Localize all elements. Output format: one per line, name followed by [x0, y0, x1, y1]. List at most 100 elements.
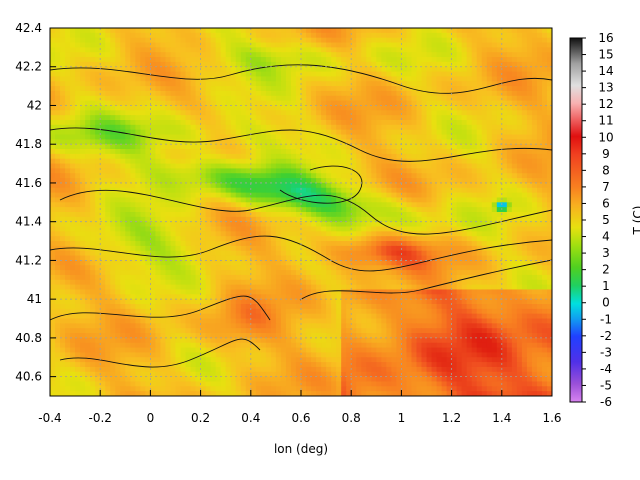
heatmap-cell: [376, 207, 382, 213]
heatmap-cell: [396, 134, 402, 140]
heatmap-cell: [170, 187, 177, 194]
heatmap-cell: [240, 100, 247, 107]
heatmap-cell: [406, 221, 413, 228]
heatmap-cell: [316, 182, 322, 189]
heatmap-cell: [516, 81, 523, 87]
heatmap-cell: [50, 202, 56, 208]
heatmap-cell: [55, 163, 61, 170]
heatmap-cell: [210, 192, 217, 199]
heatmap-cell: [170, 95, 177, 102]
heatmap-cell: [436, 144, 443, 150]
heatmap-cell: [466, 115, 473, 121]
heatmap-cell: [436, 236, 443, 242]
heatmap-cell: [210, 260, 217, 266]
heatmap-cell: [441, 120, 448, 126]
heatmap-cell: [546, 182, 552, 189]
heatmap-cell: [170, 149, 177, 155]
heatmap-cell: [190, 124, 197, 131]
heatmap-cell: [70, 202, 76, 208]
heatmap-cell: [170, 32, 177, 39]
heatmap-cell: [496, 32, 503, 39]
heatmap-cell: [170, 105, 177, 111]
heatmap-cell: [105, 149, 111, 155]
heatmap-cell: [155, 226, 162, 232]
heatmap-cell: [531, 100, 538, 107]
heatmap-cell: [421, 144, 428, 150]
heatmap-cell: [531, 173, 538, 179]
heatmap-cell: [145, 149, 151, 155]
heatmap-cell: [386, 236, 392, 242]
heatmap-cell: [486, 250, 493, 257]
heatmap-cell: [471, 76, 478, 82]
heatmap-cell: [235, 100, 242, 107]
heatmap-cell: [396, 61, 402, 68]
heatmap-cell: [401, 71, 408, 78]
heatmap-cell: [456, 71, 463, 78]
heatmap-cell: [195, 95, 202, 102]
heatmap-cell: [416, 168, 423, 174]
heatmap-cell: [65, 149, 71, 155]
heatmap-cell: [466, 212, 473, 218]
heatmap-cell: [366, 37, 372, 44]
heatmap-cell: [110, 202, 116, 208]
heatmap-cell: [371, 158, 377, 165]
heatmap-cell: [225, 212, 232, 218]
heatmap-cell: [295, 202, 302, 208]
heatmap-cell: [250, 226, 257, 232]
heatmap-cell: [155, 100, 162, 107]
heatmap-cell: [461, 110, 468, 116]
heatmap-cell: [75, 139, 81, 145]
heatmap-cell: [336, 115, 342, 121]
heatmap-cell: [120, 144, 126, 150]
heatmap-cell: [270, 61, 277, 68]
heatmap-cell: [165, 57, 172, 63]
heatmap-cell: [346, 86, 352, 92]
heatmap-cell: [140, 61, 146, 68]
heatmap-cell: [50, 76, 56, 82]
heatmap-cell: [341, 61, 347, 68]
heatmap-cell: [160, 265, 167, 271]
heatmap-cell: [205, 182, 212, 189]
heatmap-cell: [285, 37, 292, 44]
heatmap-cell: [250, 28, 257, 34]
heatmap-cell: [301, 134, 307, 140]
heatmap-cell: [346, 178, 352, 184]
heatmap-cell: [125, 71, 131, 78]
heatmap-cell: [301, 226, 307, 232]
heatmap-cell: [90, 61, 96, 68]
heatmap-cell: [521, 86, 528, 92]
heatmap-cell: [436, 207, 443, 213]
heatmap-cell: [386, 255, 392, 262]
heatmap-cell: [225, 187, 232, 194]
heatmap-cell: [471, 236, 478, 242]
heatmap-cell: [451, 231, 458, 237]
heatmap-cell: [55, 139, 61, 145]
heatmap-cell: [366, 28, 372, 34]
heatmap-cell: [401, 178, 408, 184]
heatmap-cell: [90, 236, 96, 242]
heatmap-cell: [356, 207, 362, 213]
heatmap-cell: [356, 187, 362, 194]
heatmap-cell: [280, 81, 287, 87]
heatmap-cell: [260, 260, 267, 266]
heatmap-cell: [346, 66, 352, 73]
heatmap-cell: [80, 32, 86, 39]
heatmap-cell: [541, 202, 548, 208]
heatmap-cell: [190, 192, 197, 199]
heatmap-cell: [75, 255, 81, 262]
heatmap-cell: [250, 182, 257, 189]
heatmap-cell: [280, 245, 287, 252]
heatmap-cell: [190, 158, 197, 165]
heatmap-cell: [200, 192, 207, 199]
heatmap-cell: [115, 236, 121, 242]
heatmap-cell: [270, 163, 277, 170]
heatmap-cell: [326, 187, 332, 194]
heatmap-cell: [306, 212, 312, 218]
heatmap-cell: [295, 71, 302, 78]
heatmap-cell: [536, 76, 543, 82]
heatmap-cell: [481, 187, 488, 194]
heatmap-cell: [280, 90, 287, 97]
heatmap-cell: [265, 139, 272, 145]
heatmap-cell: [55, 120, 61, 126]
heatmap-cell: [446, 207, 453, 213]
